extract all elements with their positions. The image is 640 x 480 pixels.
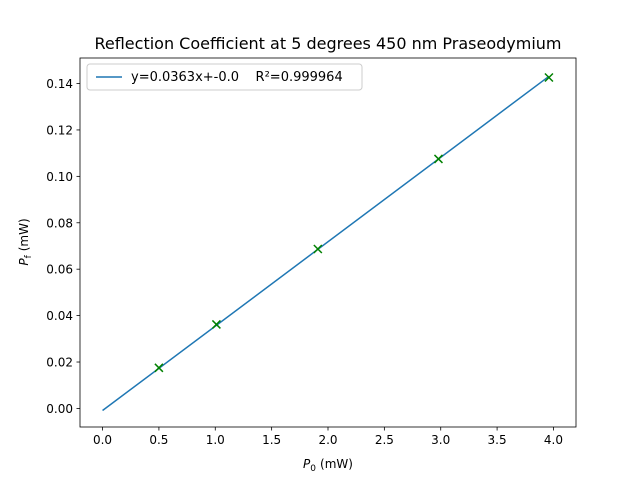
x-axis-label: P0 (mW) xyxy=(303,457,353,474)
y-tick-label: 0.06 xyxy=(46,263,73,277)
y-tick-label: 0.12 xyxy=(46,123,73,137)
x-tick-label: 3.5 xyxy=(488,433,507,447)
x-tick-label: 3.0 xyxy=(431,433,450,447)
x-axis-symbol: P xyxy=(303,457,311,471)
data-point-marker xyxy=(154,363,164,373)
y-tick-label: 0.02 xyxy=(46,356,73,370)
y-axis-label: Pf (mW) xyxy=(17,218,34,265)
y-tick-label: 0.04 xyxy=(46,309,73,323)
plot-area xyxy=(102,72,554,412)
data-point-marker xyxy=(211,319,221,329)
x-tick-label: 2.0 xyxy=(318,433,337,447)
legend: y=0.0363x+-0.0 R²=0.999964 xyxy=(86,63,363,91)
y-axis-unit: (mW) xyxy=(17,218,31,251)
x-tick-label: 2.5 xyxy=(375,433,394,447)
fit-line xyxy=(102,75,550,412)
x-tick-label: 1.5 xyxy=(262,433,281,447)
x-tick-label: 0.5 xyxy=(149,433,168,447)
y-tick-label: 0.10 xyxy=(46,170,73,184)
x-tick-label: 4.0 xyxy=(544,433,563,447)
axes-frame xyxy=(79,57,577,428)
data-point-marker xyxy=(313,244,323,254)
y-axis-subscript: f xyxy=(24,254,34,258)
x-axis-ticks: 0.0 0.5 1.0 1.5 2.0 2.5 3.0 3.5 4.0 xyxy=(93,427,563,447)
x-axis-unit: (mW) xyxy=(320,457,353,471)
y-tick-label: 0.00 xyxy=(46,402,73,416)
x-tick-label: 0.0 xyxy=(93,433,112,447)
legend-entry-label: y=0.0363x+-0.0 R²=0.999964 xyxy=(131,70,343,85)
y-axis-ticks: 0.00 0.02 0.04 0.06 0.08 0.10 0.12 0.14 xyxy=(46,77,80,416)
data-point-marker xyxy=(544,72,554,83)
chart-title: Reflection Coefficient at 5 degrees 450 … xyxy=(94,34,561,53)
data-point-marker xyxy=(433,154,444,164)
y-axis-symbol: P xyxy=(17,258,31,266)
x-axis-subscript: 0 xyxy=(310,464,316,474)
y-tick-label: 0.08 xyxy=(46,216,73,230)
y-tick-label: 0.14 xyxy=(46,77,73,91)
legend-box xyxy=(86,63,363,91)
x-tick-label: 1.0 xyxy=(206,433,225,447)
